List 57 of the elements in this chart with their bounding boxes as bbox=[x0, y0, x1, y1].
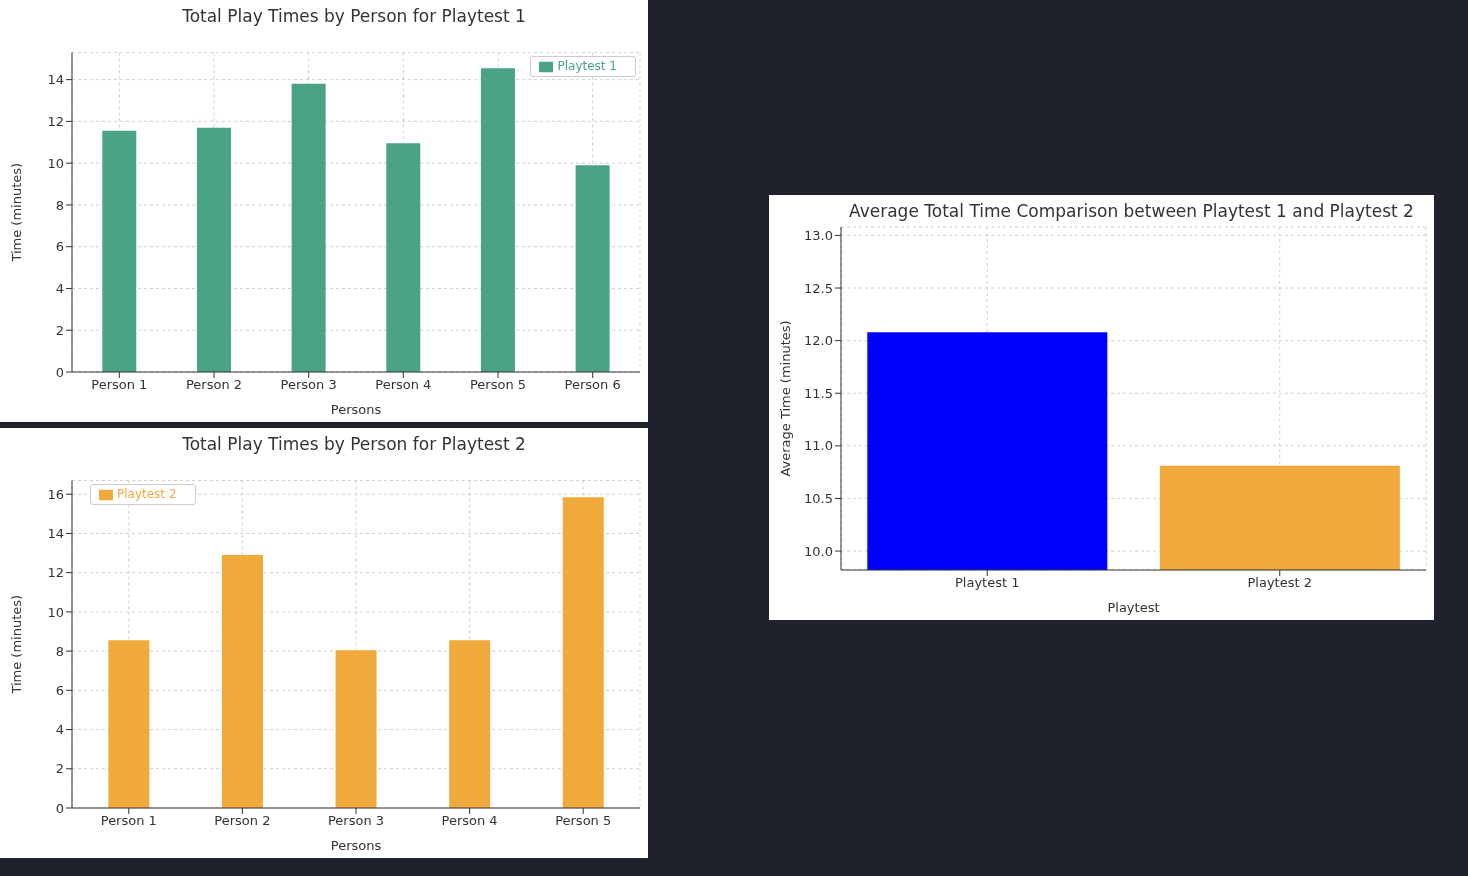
chart-title: Total Play Times by Person for Playtest 1 bbox=[181, 6, 527, 26]
y-tick-label: 0 bbox=[55, 364, 64, 380]
y-tick-label: 11.0 bbox=[804, 438, 833, 454]
y-tick-label: 14 bbox=[47, 526, 64, 542]
x-tick-label: Person 4 bbox=[441, 813, 498, 829]
y-tick-label: 8 bbox=[55, 643, 64, 659]
chart-title: Total Play Times by Person for Playtest 2 bbox=[181, 434, 527, 454]
x-axis-title: Playtest bbox=[1107, 600, 1160, 615]
y-tick-label: 16 bbox=[47, 486, 64, 502]
y-tick-label: 4 bbox=[55, 281, 64, 297]
bar bbox=[480, 68, 515, 372]
bar bbox=[449, 640, 491, 808]
y-tick-label: 10.0 bbox=[804, 543, 833, 559]
y-tick-label: 4 bbox=[55, 722, 64, 738]
x-tick-label: Person 1 bbox=[91, 377, 148, 393]
y-tick-label: 14 bbox=[47, 72, 64, 88]
x-tick-label: Person 5 bbox=[555, 813, 612, 829]
x-tick-label: Person 3 bbox=[280, 377, 337, 393]
y-tick-label: 12.0 bbox=[804, 333, 833, 349]
x-tick-label: Person 4 bbox=[375, 377, 432, 393]
y-axis-title: Time (minutes) bbox=[8, 594, 24, 695]
y-tick-label: 10.5 bbox=[804, 491, 833, 507]
x-tick-label: Person 6 bbox=[564, 377, 621, 393]
bar bbox=[291, 83, 326, 372]
y-tick-label: 2 bbox=[55, 761, 64, 777]
x-tick-label: Person 3 bbox=[327, 813, 385, 829]
chart-title: Average Total Time Comparison between Playtest 1 and Playtest 2 bbox=[848, 201, 1415, 221]
bar bbox=[575, 165, 610, 372]
x-tick-label: Person 5 bbox=[469, 377, 527, 393]
y-tick-label: 0 bbox=[55, 800, 64, 816]
y-tick-label: 11.5 bbox=[804, 385, 833, 401]
y-tick-label: 8 bbox=[55, 197, 64, 213]
y-axis-title: Time (minutes) bbox=[8, 162, 24, 263]
y-tick-label: 12 bbox=[47, 114, 64, 130]
y-tick-label: 2 bbox=[55, 322, 64, 338]
bar bbox=[108, 640, 150, 808]
y-tick-label: 6 bbox=[55, 682, 64, 698]
x-tick-label: Person 2 bbox=[214, 813, 271, 829]
legend-label: Playtest 2 bbox=[117, 487, 177, 501]
y-tick-label: 12.5 bbox=[804, 280, 833, 296]
bar bbox=[386, 143, 421, 372]
y-tick-label: 12 bbox=[47, 565, 64, 581]
bar bbox=[196, 127, 231, 372]
y-tick-label: 10 bbox=[47, 155, 64, 171]
bar bbox=[221, 555, 263, 808]
y-tick-label: 13.0 bbox=[804, 228, 833, 244]
y-tick-label: 6 bbox=[55, 239, 64, 255]
x-axis-title: Persons bbox=[330, 402, 382, 417]
y-tick-label: 10 bbox=[47, 604, 64, 620]
y-axis-title: Average Time (minutes) bbox=[777, 320, 793, 477]
bar bbox=[102, 130, 137, 372]
legend-label: Playtest 1 bbox=[557, 59, 617, 73]
x-axis-title: Persons bbox=[330, 838, 382, 853]
x-tick-label: Person 1 bbox=[100, 813, 157, 829]
x-tick-label: Person 2 bbox=[185, 377, 243, 393]
bar bbox=[335, 650, 377, 808]
bar bbox=[562, 497, 604, 808]
